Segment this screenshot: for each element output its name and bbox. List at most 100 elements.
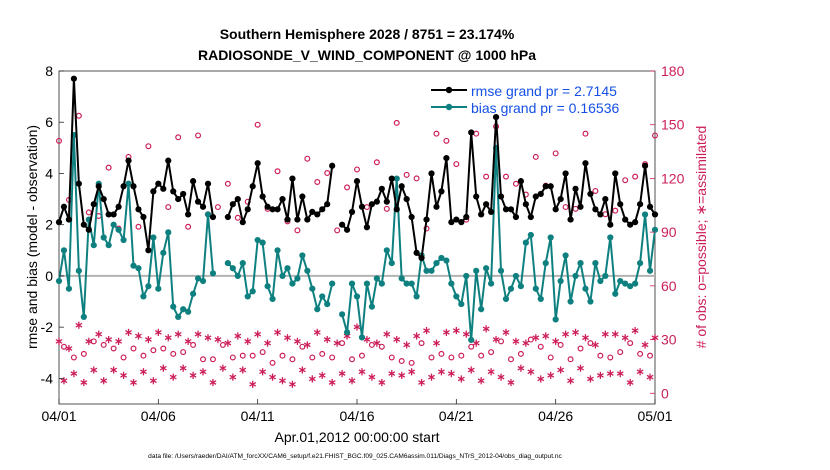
obs-assimilated-point [586, 375, 594, 383]
y-right-tick-label: 60 [661, 278, 677, 294]
obs-assimilated-point [557, 366, 565, 374]
obs-possible-point [403, 171, 410, 178]
obs-assimilated-point [423, 326, 430, 335]
obs-assimilated-point [194, 330, 202, 338]
obs-possible-point [170, 350, 177, 357]
obs-possible-point [517, 350, 524, 357]
obs-assimilated-point [512, 337, 520, 345]
bias-point [155, 285, 162, 292]
obs-possible-point [647, 352, 654, 359]
bias-point [532, 285, 539, 292]
obs-assimilated-point [472, 339, 480, 347]
obs-assimilated-point [447, 369, 455, 378]
rmse-point [319, 206, 326, 213]
bias-point [279, 272, 286, 280]
obs-possible-point [200, 356, 207, 363]
rmse-point [517, 178, 525, 185]
legend-bias-marker [445, 103, 453, 111]
obs-possible-point [294, 227, 301, 234]
footnote: data file: /Users/raeder/DAI/ATM_forcXX/… [148, 453, 562, 460]
bias-point [562, 252, 569, 259]
obs-possible-point [279, 352, 286, 359]
rmse-point [274, 206, 281, 213]
bias-point [497, 267, 505, 274]
bias-point [383, 247, 390, 254]
rmse-point [453, 216, 460, 223]
bias-point [373, 275, 380, 282]
x-axis-label: Apr.01,2012 00:00:00 start [274, 429, 439, 445]
rmse-point [105, 211, 112, 218]
rmse-point [353, 178, 361, 185]
obs-possible-point [383, 205, 390, 212]
obs-possible-point [80, 350, 87, 357]
bias-point [597, 277, 604, 285]
legend-bias-label: bias grand pr = 0.16536 [471, 100, 619, 116]
legend-rmse-marker [445, 86, 453, 94]
bias-point [363, 280, 371, 287]
obs-possible-point [224, 180, 231, 187]
y-right-tick-label: 180 [661, 63, 685, 79]
obs-possible-point [304, 155, 311, 162]
obs-assimilated-point [75, 321, 83, 329]
obs-assimilated-point [214, 335, 222, 344]
obs-assimilated-point [433, 339, 440, 347]
obs-assimilated-point [110, 366, 118, 374]
bias-point [443, 257, 450, 264]
rmse-point [646, 203, 654, 210]
obs-possible-point [269, 359, 276, 366]
bias-point [488, 280, 495, 287]
obs-assimilated-point [398, 371, 406, 379]
obs-assimilated-point [115, 337, 123, 345]
bias-point [160, 249, 167, 256]
obs-assimilated-point [532, 334, 540, 342]
obs-possible-point [289, 356, 296, 363]
bias-point [403, 280, 410, 287]
obs-possible-point [373, 159, 380, 166]
obs-possible-point [100, 341, 107, 348]
y-left-tick-label: 2 [45, 217, 53, 233]
bias-point [388, 260, 395, 267]
rmse-point [329, 162, 336, 169]
rmse-point [567, 216, 574, 223]
obs-possible-point [175, 134, 182, 141]
obs-assimilated-point [130, 378, 137, 387]
obs-assimilated-point [611, 330, 619, 338]
obs-assimilated-point [492, 335, 500, 344]
y-right-tick-label: 0 [661, 385, 669, 401]
obs-possible-point [468, 343, 475, 350]
rmse-point [547, 183, 554, 190]
bias-point [646, 267, 654, 274]
rmse-point [209, 213, 217, 221]
rmse-point [55, 219, 63, 226]
obs-assimilated-point [80, 378, 88, 387]
x-tick-label: 04/06 [141, 408, 176, 424]
bias-point [75, 267, 82, 274]
obs-assimilated-point [224, 339, 232, 347]
obs-markers-layer [55, 112, 659, 388]
rmse-point [254, 160, 261, 167]
rmse-point [607, 221, 614, 228]
obs-possible-point [552, 150, 559, 157]
obs-assimilated-point [288, 380, 296, 388]
bias-point [408, 280, 415, 287]
obs-possible-point [567, 356, 574, 363]
obs-possible-point [214, 204, 221, 211]
bias-point [145, 283, 152, 290]
bias-point [527, 231, 534, 239]
obs-possible-point [229, 354, 236, 361]
obs-assimilated-point [105, 335, 113, 344]
obs-assimilated-point [90, 366, 98, 374]
y-axis-right-label: # of obs: o=possible; ∗=assimilated [693, 126, 709, 349]
obs-assimilated-point [621, 334, 629, 342]
rmse-point [537, 190, 544, 198]
rmse-point [259, 193, 266, 200]
obs-assimilated-point [164, 334, 172, 342]
rmse-point [150, 188, 157, 195]
rmse-point [85, 226, 92, 233]
obs-assimilated-point [229, 373, 237, 381]
obs-assimilated-point [477, 377, 485, 385]
bias-point [438, 254, 445, 262]
rmse-point [438, 188, 445, 195]
rmse-point [413, 249, 420, 256]
bias-point [239, 260, 246, 267]
